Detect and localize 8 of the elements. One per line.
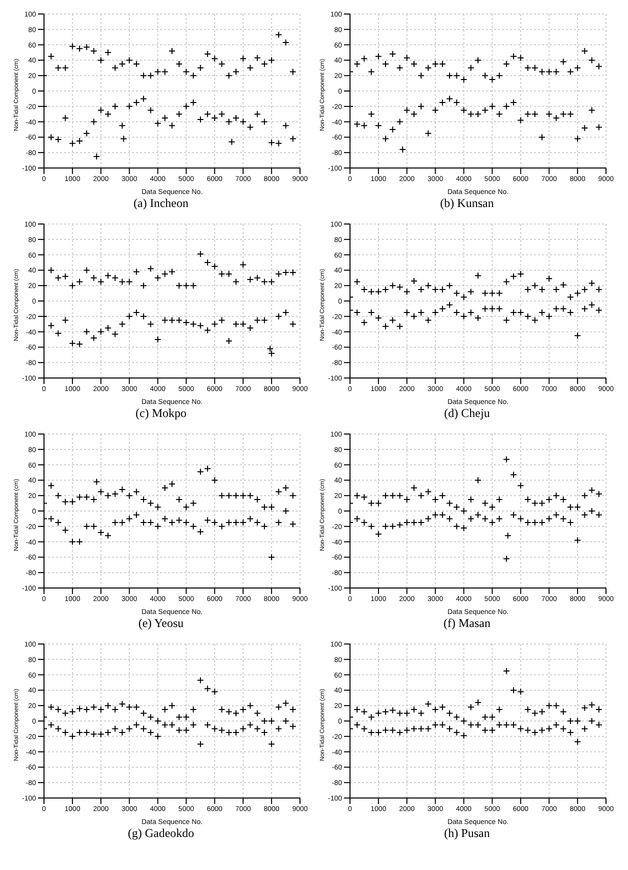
text: (c) Mokpo xyxy=(134,406,188,422)
text: (d) Cheju xyxy=(443,406,491,422)
text: (e) Yeosu xyxy=(137,616,185,632)
text: (f) Masan xyxy=(442,616,492,632)
text: (a) Incheon xyxy=(132,196,190,212)
text: (b) Kunsan xyxy=(439,196,495,212)
text: (g) Gadeokdo xyxy=(126,826,196,842)
text: (h) Pusan xyxy=(443,826,491,842)
